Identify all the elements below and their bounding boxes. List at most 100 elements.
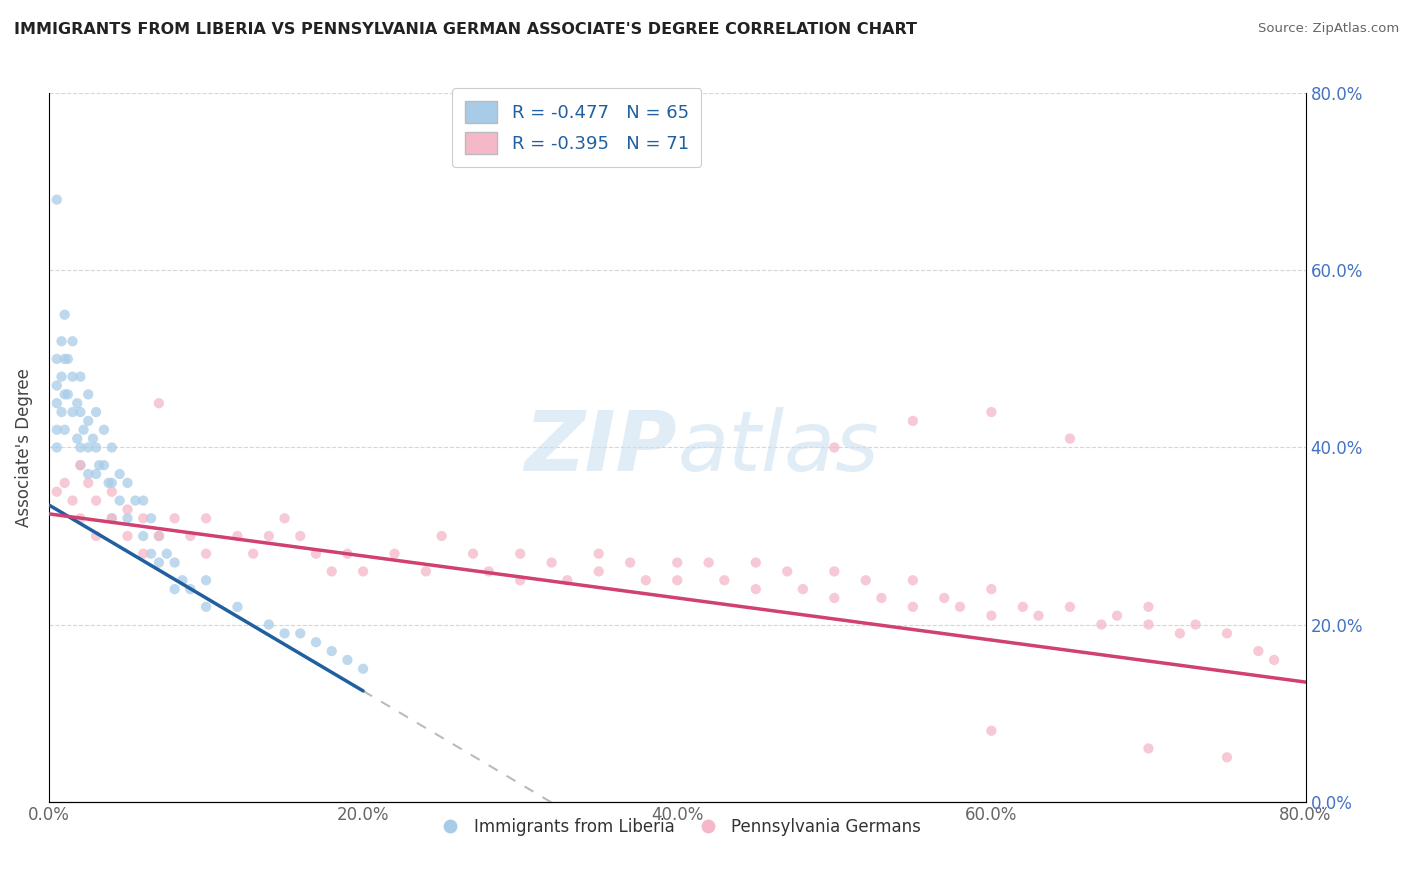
Point <box>69 441 91 455</box>
Legend: Immigrants from Liberia, Pennsylvania Germans: Immigrants from Liberia, Pennsylvania Ge… <box>427 812 928 843</box>
Point <box>792 582 814 596</box>
Point <box>1137 599 1160 614</box>
Point <box>124 493 146 508</box>
Point <box>62 493 84 508</box>
Point <box>84 405 107 419</box>
Point <box>97 475 120 490</box>
Point <box>77 387 100 401</box>
Point <box>53 475 76 490</box>
Point <box>273 511 295 525</box>
Point <box>77 414 100 428</box>
Point <box>257 617 280 632</box>
Y-axis label: Associate's Degree: Associate's Degree <box>15 368 32 527</box>
Point <box>619 556 641 570</box>
Point <box>823 591 845 605</box>
Point <box>1105 608 1128 623</box>
Point <box>179 582 201 596</box>
Point <box>77 441 100 455</box>
Point <box>901 414 924 428</box>
Point <box>53 308 76 322</box>
Point <box>172 574 194 588</box>
Point <box>62 369 84 384</box>
Point <box>101 475 124 490</box>
Point <box>1184 617 1206 632</box>
Point <box>1263 653 1285 667</box>
Point <box>1090 617 1112 632</box>
Point <box>45 396 67 410</box>
Point <box>555 574 578 588</box>
Point <box>540 556 562 570</box>
Point <box>588 547 610 561</box>
Point <box>66 396 89 410</box>
Point <box>509 574 531 588</box>
Point <box>290 529 312 543</box>
Point <box>1059 599 1081 614</box>
Point <box>823 565 845 579</box>
Point <box>132 547 155 561</box>
Point <box>148 396 170 410</box>
Point <box>132 493 155 508</box>
Point <box>51 405 73 419</box>
Text: Source: ZipAtlas.com: Source: ZipAtlas.com <box>1258 22 1399 36</box>
Point <box>101 441 124 455</box>
Point <box>336 653 359 667</box>
Point <box>980 405 1002 419</box>
Point <box>179 529 201 543</box>
Point <box>901 599 924 614</box>
Point <box>45 484 67 499</box>
Point <box>195 599 218 614</box>
Text: IMMIGRANTS FROM LIBERIA VS PENNSYLVANIA GERMAN ASSOCIATE'S DEGREE CORRELATION CH: IMMIGRANTS FROM LIBERIA VS PENNSYLVANIA … <box>14 22 917 37</box>
Point <box>56 351 79 366</box>
Point <box>1059 432 1081 446</box>
Point <box>84 493 107 508</box>
Point <box>352 662 374 676</box>
Point <box>108 493 131 508</box>
Point <box>51 369 73 384</box>
Point <box>101 484 124 499</box>
Point <box>195 574 218 588</box>
Point <box>148 556 170 570</box>
Point <box>56 387 79 401</box>
Point <box>336 547 359 561</box>
Point <box>1216 626 1239 640</box>
Point <box>77 475 100 490</box>
Point <box>478 565 501 579</box>
Point <box>257 529 280 543</box>
Point <box>156 547 179 561</box>
Point <box>45 441 67 455</box>
Point <box>901 574 924 588</box>
Point <box>93 423 115 437</box>
Point <box>132 511 155 525</box>
Point <box>776 565 799 579</box>
Point <box>713 574 735 588</box>
Point <box>666 556 689 570</box>
Point <box>53 387 76 401</box>
Text: ZIP: ZIP <box>524 407 678 488</box>
Point <box>1247 644 1270 658</box>
Point <box>745 556 768 570</box>
Point <box>321 644 343 658</box>
Point <box>84 467 107 481</box>
Point <box>588 565 610 579</box>
Point <box>305 635 328 649</box>
Point <box>163 511 186 525</box>
Point <box>117 502 139 516</box>
Point <box>84 529 107 543</box>
Point <box>509 547 531 561</box>
Point <box>934 591 956 605</box>
Point <box>82 432 104 446</box>
Text: atlas: atlas <box>678 407 879 488</box>
Point <box>634 574 657 588</box>
Point <box>461 547 484 561</box>
Point <box>195 547 218 561</box>
Point <box>415 565 437 579</box>
Point <box>384 547 406 561</box>
Point <box>117 511 139 525</box>
Point <box>101 511 124 525</box>
Point <box>290 626 312 640</box>
Point <box>195 511 218 525</box>
Point <box>72 423 94 437</box>
Point <box>69 458 91 472</box>
Point <box>69 511 91 525</box>
Point <box>163 556 186 570</box>
